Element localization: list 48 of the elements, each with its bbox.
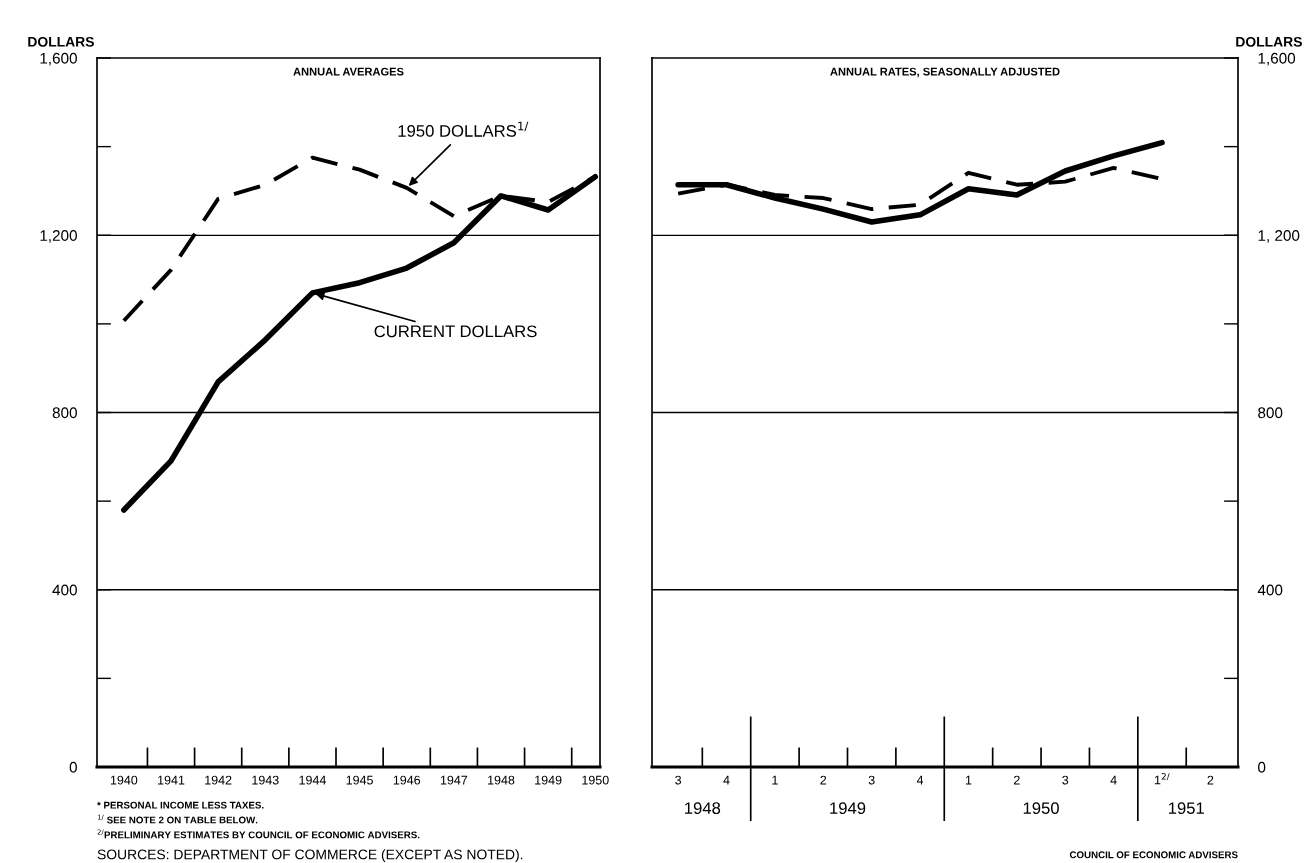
x-tick-label: 1941 (158, 775, 185, 785)
x-tick-label: 1948 (488, 775, 515, 785)
x-tick-label: 1944 (299, 775, 326, 785)
x-tick-label: 3 (868, 775, 875, 785)
y-axis-title: DOLLARS (1236, 36, 1302, 47)
y-tick-label: 400 (1257, 584, 1283, 596)
source-note: SOURCES: DEPARTMENT OF COMMERCE (EXCEPT AS NOTED). (97, 849, 523, 863)
text: 1949 (830, 802, 866, 815)
x-tick-label: 1940 (110, 775, 138, 785)
text: ANNUAL AVERAGES (293, 67, 404, 76)
y-tick-label: 1,600 (1258, 52, 1296, 66)
text: 1950 (1023, 802, 1059, 815)
y-tick-label: 1,200 (40, 230, 77, 243)
text: ANNUAL RATES, SEASONALLY ADJUSTED (830, 67, 1060, 78)
text: * PERSONAL INCOME LESS TAXES. (97, 801, 264, 809)
x-tick-label: 3 (675, 775, 682, 785)
x-tick-label: 1942 (205, 775, 232, 785)
text: 1951 (1168, 802, 1204, 815)
x-tick-label: 2 (1014, 775, 1020, 785)
y-axis-title: DOLLARS (28, 36, 94, 47)
y-tick-label: 1, 200 (1258, 230, 1300, 243)
text: 1948 (685, 802, 721, 815)
text: $^{1/}$ SEE NOTE 2 ON TABLE BELOW. (97, 814, 258, 824)
y-tick-label: 0 (69, 761, 77, 773)
x-tick-label: 1$^{2/}$ (1154, 773, 1170, 785)
x-tick-label: 3 (1062, 775, 1069, 785)
text: $^{2/}$PRELIMINARY ESTIMATES BY COUNCIL OF ECONOMIC ADVISERS. (97, 829, 420, 839)
x-tick-label: 1945 (346, 775, 373, 785)
x-tick-label: 1947 (440, 775, 468, 785)
x-tick-label: 4 (723, 775, 730, 785)
y-tick-label: 0 (1258, 761, 1266, 773)
text: COUNCIL OF ECONOMIC ADVISERS (1069, 851, 1238, 859)
x-tick-label: 4 (916, 775, 924, 785)
x-tick-label: 2 (1207, 775, 1214, 785)
y-tick-label: 1,600 (40, 52, 77, 66)
y-tick-label: 400 (52, 584, 77, 596)
x-tick-label: 4 (1110, 775, 1117, 785)
x-tick-label: 1 (772, 775, 778, 785)
x-tick-label: 1946 (393, 775, 421, 785)
x-tick-label: 1949 (535, 775, 562, 785)
annotation: CURRENT DOLLARS (374, 325, 537, 338)
y-tick-label: 800 (1258, 407, 1283, 419)
x-tick-label: 1 (965, 775, 972, 785)
y-tick-label: 800 (52, 407, 77, 419)
annotation: 1950 DOLLARS$^{1/}$ (398, 121, 529, 137)
x-tick-label: 2 (820, 775, 827, 785)
x-tick-label: 1943 (252, 775, 279, 785)
x-tick-label: 1950 (582, 775, 609, 785)
